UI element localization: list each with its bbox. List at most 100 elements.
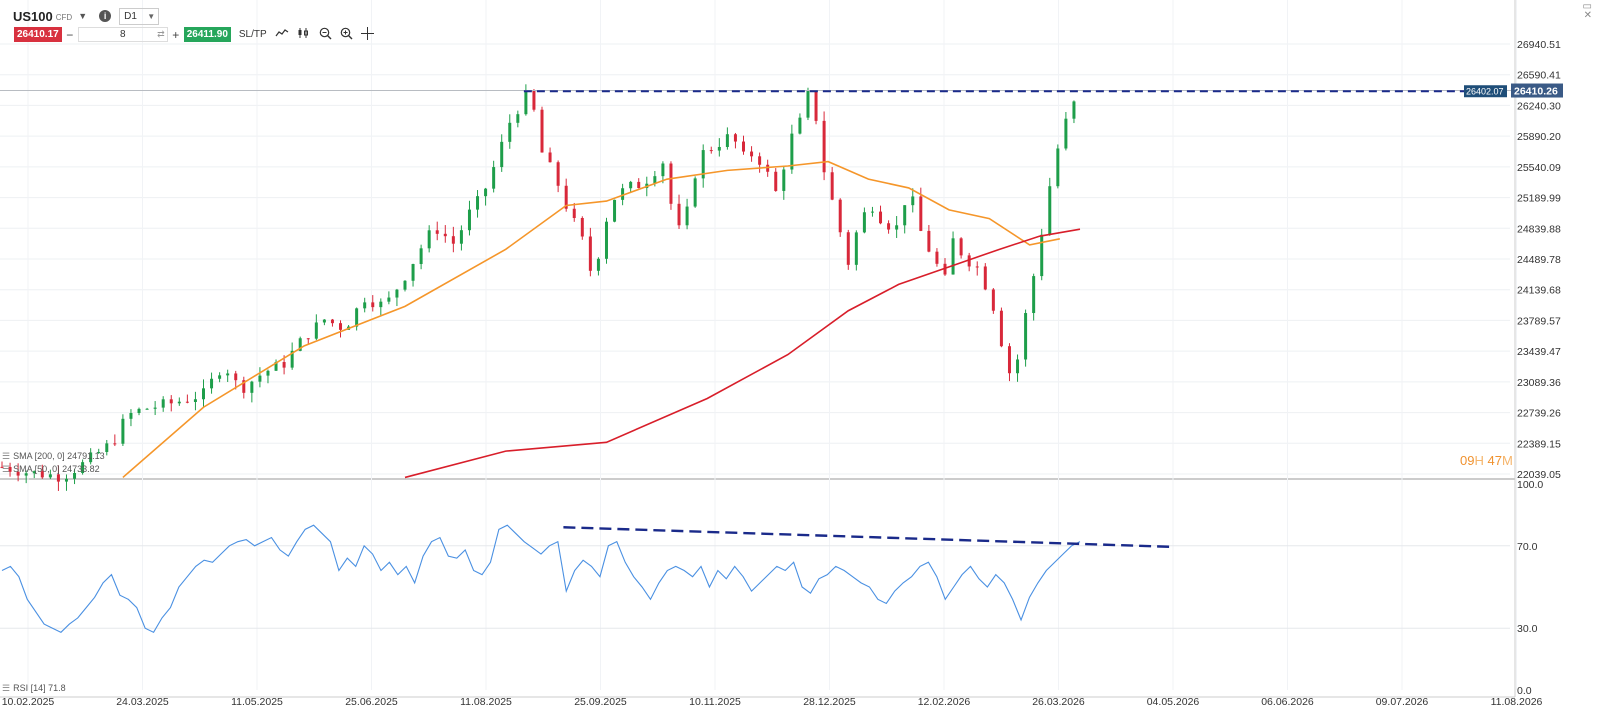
candle-body (862, 212, 866, 233)
candle-body (250, 381, 254, 393)
candle-body (322, 319, 326, 323)
candle-body (24, 473, 28, 476)
rsi-tick-label: 100.0 (1517, 479, 1543, 491)
candle-body (798, 117, 802, 134)
maximize-icon[interactable]: ▭ (1582, 1, 1592, 12)
candle-body (1007, 346, 1011, 374)
sma200-line (404, 228, 1081, 479)
settings-icon[interactable]: ☰ (2, 683, 11, 693)
candle-body (661, 163, 665, 177)
candle-body (355, 308, 359, 327)
candle-body (1040, 234, 1044, 277)
instrument-type-label: CFD (55, 13, 73, 22)
candle-body (459, 230, 463, 244)
candle-body (234, 373, 238, 381)
settings-icon[interactable]: ☰ (2, 451, 11, 461)
candle-body (363, 302, 367, 309)
candle-body (838, 199, 842, 233)
info-icon[interactable]: i (99, 10, 112, 22)
price-tick-label: 22739.26 (1517, 408, 1561, 420)
price-tick-label: 25890.20 (1517, 131, 1561, 143)
candle-body (266, 370, 270, 376)
price-tick-label: 24839.88 (1517, 223, 1561, 235)
price-tick-label: 26240.30 (1517, 100, 1561, 112)
price-tick-label: 26590.41 (1517, 70, 1561, 82)
candle-body (500, 141, 504, 168)
plus-icon[interactable]: + (172, 27, 180, 42)
candle-body (895, 225, 899, 230)
swap-icon[interactable]: ⇄ (157, 29, 165, 39)
candle-body (201, 388, 205, 400)
sell-button[interactable]: 26410.17 (14, 27, 62, 42)
price-tick-label: 22389.15 (1517, 438, 1561, 450)
price-tick-label: 24489.78 (1517, 254, 1561, 266)
candle-body (967, 255, 971, 267)
candle-body (81, 462, 85, 473)
settings-icon[interactable]: ☰ (2, 464, 11, 474)
candle-body (717, 146, 721, 151)
candle-body (766, 164, 770, 172)
countdown-h: H (1474, 453, 1484, 468)
price-tick-label: 23789.57 (1517, 315, 1561, 327)
candle-body (379, 301, 383, 308)
candle-body (991, 289, 995, 311)
candle-body (1056, 148, 1060, 187)
zoom-out-icon[interactable] (319, 27, 332, 43)
candle-body (56, 474, 60, 482)
candle-body (153, 407, 157, 409)
candle-body (89, 452, 93, 463)
price-tick-label: 25189.99 (1517, 193, 1561, 205)
zoom-in-icon[interactable] (340, 27, 353, 43)
candle-body (548, 152, 552, 163)
candle-body (806, 91, 810, 118)
candle-body (637, 181, 641, 189)
minus-icon[interactable]: − (66, 27, 74, 42)
countdown-hours: 09 (1460, 453, 1475, 468)
timeframe-value: D1 (124, 10, 137, 22)
candle-body (467, 209, 471, 231)
quantity-input[interactable]: 8 ⇄ (77, 27, 168, 42)
level-tag (1464, 85, 1507, 98)
price-tick-label: 22039.05 (1517, 469, 1561, 481)
close-icon[interactable]: ✕ (1583, 10, 1592, 21)
instrument-toolbar: US100 CFD ▼ i D1 ▼ (8, 6, 160, 26)
candle-body (371, 302, 375, 308)
timeframe-select[interactable]: D1 ▼ (119, 7, 160, 25)
candle-body (0, 466, 4, 468)
candle-body (588, 236, 592, 271)
candle-body (177, 401, 181, 404)
candle-body (73, 472, 77, 479)
candle-body (733, 134, 737, 142)
candle-body (782, 169, 786, 191)
candle-body (137, 408, 141, 413)
rsi-tick-label: 70.0 (1517, 541, 1538, 553)
symbol-label[interactable]: US100 (13, 8, 53, 24)
line-chart-icon[interactable] (275, 28, 289, 41)
sltp-button[interactable]: SL/TP (238, 29, 267, 40)
caret-down-icon[interactable]: ▼ (78, 11, 88, 21)
candle-body (532, 90, 536, 110)
countdown-minutes: 47 (1487, 453, 1502, 468)
candle-body (427, 230, 431, 249)
candles-icon[interactable] (297, 27, 311, 42)
candle-body (572, 208, 576, 219)
candle-body (927, 230, 931, 252)
time-tick-label: 06.06.2026 (1261, 696, 1314, 708)
time-tick-label: 28.12.2025 (803, 696, 856, 708)
time-tick-label: 10.02.2025 (2, 696, 55, 708)
candle-body (330, 319, 334, 324)
candle-body (975, 266, 979, 268)
buy-button[interactable]: 26411.90 (183, 27, 231, 42)
candle-body (218, 375, 222, 379)
candle-body (508, 122, 512, 142)
candle-body (903, 205, 907, 226)
candle-body (492, 167, 496, 189)
crosshair-icon[interactable] (360, 26, 374, 43)
candle-body (596, 258, 600, 271)
candle-body (298, 338, 302, 351)
time-tick-label: 04.05.2026 (1147, 696, 1200, 708)
candle-body (1072, 101, 1076, 119)
candle-body (983, 266, 987, 290)
candle-body (1024, 313, 1028, 360)
